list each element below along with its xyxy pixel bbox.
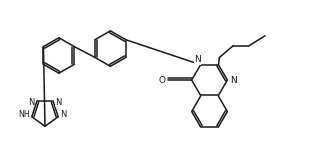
Text: N: N: [230, 76, 237, 84]
Text: NH: NH: [18, 110, 30, 119]
Text: N: N: [60, 110, 66, 119]
Text: N: N: [28, 98, 34, 107]
Text: N: N: [55, 98, 61, 107]
Text: O: O: [158, 76, 165, 84]
Text: N: N: [194, 55, 201, 64]
